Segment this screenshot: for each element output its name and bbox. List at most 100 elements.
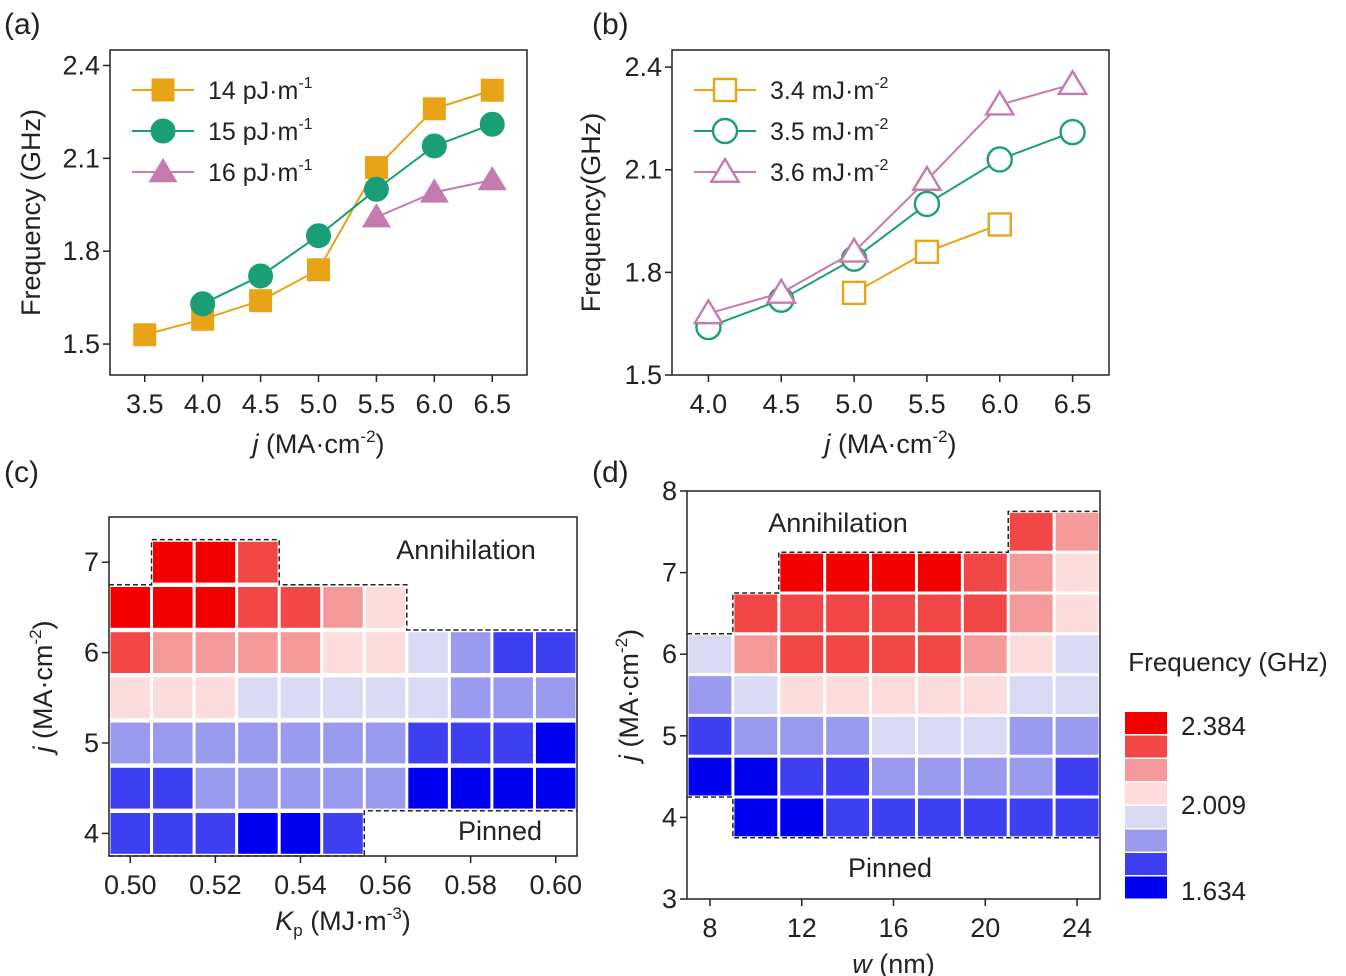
heatmap-cell [280,632,321,673]
x-tick-label: 24 [1062,913,1092,943]
heatmap-cell [238,677,278,719]
x-tick-label: 12 [787,913,817,943]
x-tick-label: 6.5 [473,389,511,419]
heatmap-cell [238,632,278,673]
heatmap-cell [872,757,915,796]
heatmap-cell [493,632,533,673]
data-point-triangle [361,203,391,228]
heatmap-cell [963,716,1007,755]
region-label-pinned: Pinned [848,853,932,883]
heatmap-cell [280,587,321,628]
data-point-triangle [709,156,741,183]
series-2 [695,118,1086,341]
legend-entry: 3.6 mJ·m-2 [694,156,889,187]
heatmap-cell [195,587,236,628]
heatmap-cell [450,767,491,809]
heatmap-cell [365,677,406,719]
heatmap-cell [408,767,448,809]
data-point-circle [479,111,505,137]
annihilation-boundary [109,538,577,631]
heatmap-cell [153,677,193,719]
heatmap-cell [780,798,824,837]
colorbar-segment [1125,782,1167,805]
legend-entry: 14 pJ·m-1 [132,75,313,105]
y-tick-label: 2.4 [624,52,662,82]
heatmap-cell [238,813,278,854]
heatmap-cell [493,767,533,809]
x-axis-symbol: K [275,906,294,936]
legend-label-superscript: -1 [298,116,312,133]
y-axis-symbol: j [28,746,58,757]
y-tick-label: 2.1 [624,155,662,185]
heatmap-cell [323,722,363,764]
heatmap-cell [195,722,236,764]
heatmap-cell [195,541,236,583]
legend-label-text: 15 pJ·m [208,118,298,146]
heatmap-cell [1055,594,1099,633]
heatmap-cell [1009,553,1053,592]
heatmap-cell [780,757,824,796]
y-tick-label: 7 [84,547,99,577]
x-axis-label: j (MA·cm-2) [248,427,384,459]
panel-a: (a) 3.5 4.0 4.5 5.0 5.5 6.0 6.5 1.5 1.8 2.1 2.4 j (M… [4,8,528,459]
colorbar-segment [1125,853,1167,875]
y-axis-unit: (MA·cm [614,653,644,755]
heatmap-cell [153,767,193,809]
y-axis-label: j (MA·cm-2) [26,620,58,756]
heatmap-cell [1055,757,1099,796]
y-tick-label: 1.5 [624,360,662,390]
heatmap-cell [153,632,193,673]
heatmap-cell [110,813,151,854]
x-axis-subscript: p [293,921,302,940]
heatmap-cell [1009,798,1053,837]
heatmap-cell [1055,716,1099,755]
region-label-annihilation: Annihilation [768,508,908,538]
y-tick-label: 1.8 [62,236,100,266]
heatmap-cell [963,635,1007,674]
data-point-circle [913,190,941,218]
colorbar-tick-label: 2.009 [1181,790,1246,820]
heatmap-cell [688,716,732,755]
colorbar-segment [1125,876,1167,899]
x-tick-label: 5.5 [908,389,946,419]
data-point-circle [306,223,331,249]
heatmap-cell [408,632,448,673]
y-tick-label: 8 [662,476,677,506]
x-tick-label: 16 [878,913,908,943]
x-axis-superscript: -3 [387,904,402,923]
heatmap-cell [195,677,236,719]
x-tick-label: 5.0 [300,389,338,419]
data-point-circle [421,133,447,159]
legend-label: 3.6 mJ·m-2 [770,157,889,187]
heatmap-cell [535,677,576,719]
heatmap-cell [826,757,870,796]
legend-label-superscript: -2 [874,157,888,174]
heatmap-cell [963,553,1007,592]
legend-label-text: 16 pJ·m [208,159,298,187]
y-tick-label: 3 [662,884,677,914]
heatmap-cell [365,587,406,628]
heatmap-cell [280,767,321,809]
heatmap-cells [110,541,576,854]
y-axis-close: ) [614,629,644,638]
x-axis-unit: (MA·cm [258,429,360,459]
data-point-square [307,258,330,282]
heatmap-cell [917,798,961,837]
heatmap-cell [110,632,151,673]
colorbar-segment [1125,759,1167,781]
panel-label: (c) [4,456,39,489]
data-point-square [249,289,273,313]
series-1 [841,212,1012,306]
x-axis-label: Kp (MJ·m-3) [275,904,411,940]
data-point-circle [363,176,389,202]
heatmap-cell [1009,716,1053,755]
series-line [202,123,493,305]
x-tick-label: 20 [970,913,1000,943]
y-axis-label: Frequency (GHz) [16,109,46,316]
x-tick-label: 0.54 [274,870,327,900]
y-tick-label: 4 [84,818,99,848]
x-tick-label: 0.52 [189,870,242,900]
x-tick-label: 0.50 [104,870,157,900]
data-point-square [841,280,867,306]
